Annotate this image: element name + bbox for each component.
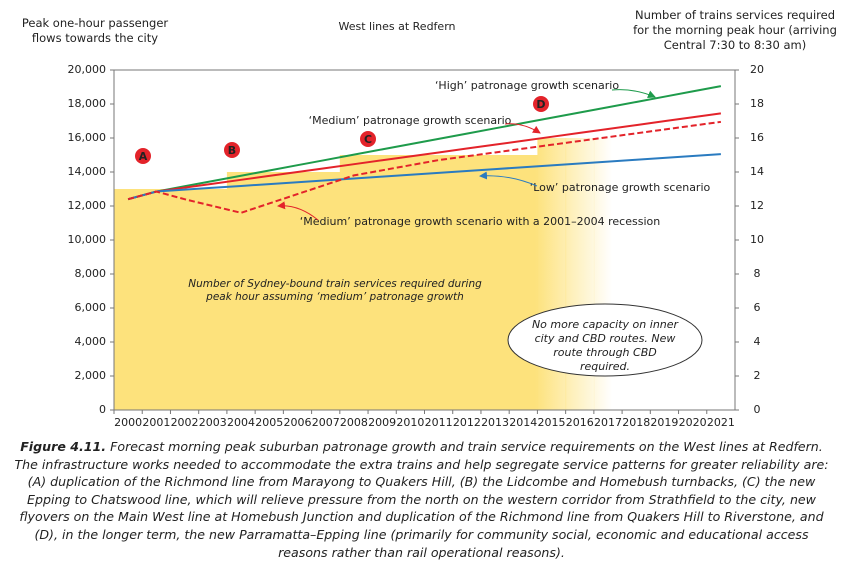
x-tick-label: 2007 <box>312 416 340 429</box>
bar <box>396 155 425 410</box>
bar <box>480 155 510 410</box>
bar <box>283 172 313 410</box>
series-label: ‘Low’ patronage growth scenario <box>530 181 711 194</box>
series-line <box>127 112 722 201</box>
x-tick-label: 2014 <box>509 416 537 429</box>
x-tick-label: 2002 <box>171 416 199 429</box>
x-tick-label: 2013 <box>481 416 509 429</box>
x-tick-label: 2006 <box>283 416 311 429</box>
y-tick-label: 6,000 <box>75 301 107 314</box>
series-label: ‘Medium’ patronage growth scenario with … <box>300 215 660 228</box>
marker-circle <box>360 131 376 147</box>
bar-series-label: Number of Sydney-bound train services re… <box>188 278 482 303</box>
y-axis-title: Peak one-hour passenger flows towards th… <box>21 16 169 45</box>
label-arrow <box>611 89 656 98</box>
caption-text: Forecast morning peak suburban patronage… <box>14 439 829 560</box>
caption: Figure 4.11. Forecast morning peak subur… <box>14 438 829 561</box>
x-tick-label: 2015 <box>538 416 566 429</box>
marker-circle <box>533 96 549 112</box>
x-tick-label: 2000 <box>114 416 142 429</box>
x-tick-label: 2021 <box>707 416 735 429</box>
bar <box>255 172 284 410</box>
y2-tick-label: 4 <box>754 335 761 348</box>
y2-tick-label: 16 <box>750 131 764 144</box>
marker-letter: B <box>228 144 236 157</box>
bar <box>339 155 369 410</box>
y2-tick-label: 8 <box>754 267 761 280</box>
y-tick-label: 0 <box>99 403 106 416</box>
y2-tick-label: 14 <box>750 165 764 178</box>
y-tick-label: 16,000 <box>68 131 107 144</box>
bar <box>368 155 397 410</box>
series-line <box>127 153 721 201</box>
x-tick-label: 2018 <box>622 416 650 429</box>
x-tick-label: 2012 <box>453 416 481 429</box>
x-tick-label: 2019 <box>650 416 678 429</box>
x-tick-label: 2020 <box>679 416 707 429</box>
series-label: ‘Medium’ patronage growth scenario <box>309 114 512 127</box>
bar <box>142 189 171 410</box>
bar <box>311 172 341 410</box>
x-tick-label: 2003 <box>199 416 227 429</box>
marker-letter: D <box>536 98 545 111</box>
y2-tick-label: 18 <box>750 97 764 110</box>
x-tick-label: 2011 <box>425 416 453 429</box>
y-tick-label: 12,000 <box>68 199 107 212</box>
y-tick-label: 4,000 <box>75 335 107 348</box>
bar <box>170 189 200 410</box>
label-arrow <box>504 123 541 134</box>
y-tick-label: 10,000 <box>68 233 107 246</box>
series-line <box>127 120 722 214</box>
label-arrow <box>479 171 538 187</box>
bar <box>452 155 482 410</box>
y-tick-label: 20,000 <box>68 63 107 76</box>
marker-letter: A <box>139 150 148 163</box>
y-tick-label: 18,000 <box>68 97 107 110</box>
marker-letter: C <box>364 133 372 146</box>
label-arrow <box>277 201 319 221</box>
bar <box>198 189 228 410</box>
caption-label: Figure 4.11. <box>20 439 107 454</box>
y-tick-label: 14,000 <box>68 165 107 178</box>
y-tick-label: 2,000 <box>75 369 107 382</box>
marker-circle <box>224 142 240 158</box>
bar <box>114 189 143 410</box>
note: No more capacity on inner city and CBD r… <box>531 318 679 373</box>
note-ellipse <box>507 303 703 377</box>
x-tick-label: 2010 <box>396 416 424 429</box>
x-tick-label: 2009 <box>368 416 396 429</box>
x-tick-label: 2004 <box>227 416 255 429</box>
bar <box>424 155 454 410</box>
series-line <box>127 85 722 201</box>
bar <box>509 155 538 410</box>
chart-title: West lines at Redfern <box>338 20 455 33</box>
series-label: ‘High’ patronage growth scenario <box>435 79 619 92</box>
y2-tick-label: 0 <box>754 403 761 416</box>
y2-tick-label: 12 <box>750 199 764 212</box>
y2-tick-label: 6 <box>754 301 761 314</box>
y2-axis-title: Number of trains services required for t… <box>633 8 837 52</box>
x-tick-label: 2008 <box>340 416 368 429</box>
x-tick-label: 2016 <box>566 416 594 429</box>
y2-tick-label: 20 <box>750 63 764 76</box>
y2-tick-label: 2 <box>754 369 761 382</box>
x-tick-label: 2017 <box>594 416 622 429</box>
y-tick-label: 8,000 <box>75 267 107 280</box>
x-tick-label: 2001 <box>142 416 170 429</box>
y2-tick-label: 10 <box>750 233 764 246</box>
marker-circle <box>135 148 151 164</box>
x-tick-label: 2005 <box>255 416 283 429</box>
